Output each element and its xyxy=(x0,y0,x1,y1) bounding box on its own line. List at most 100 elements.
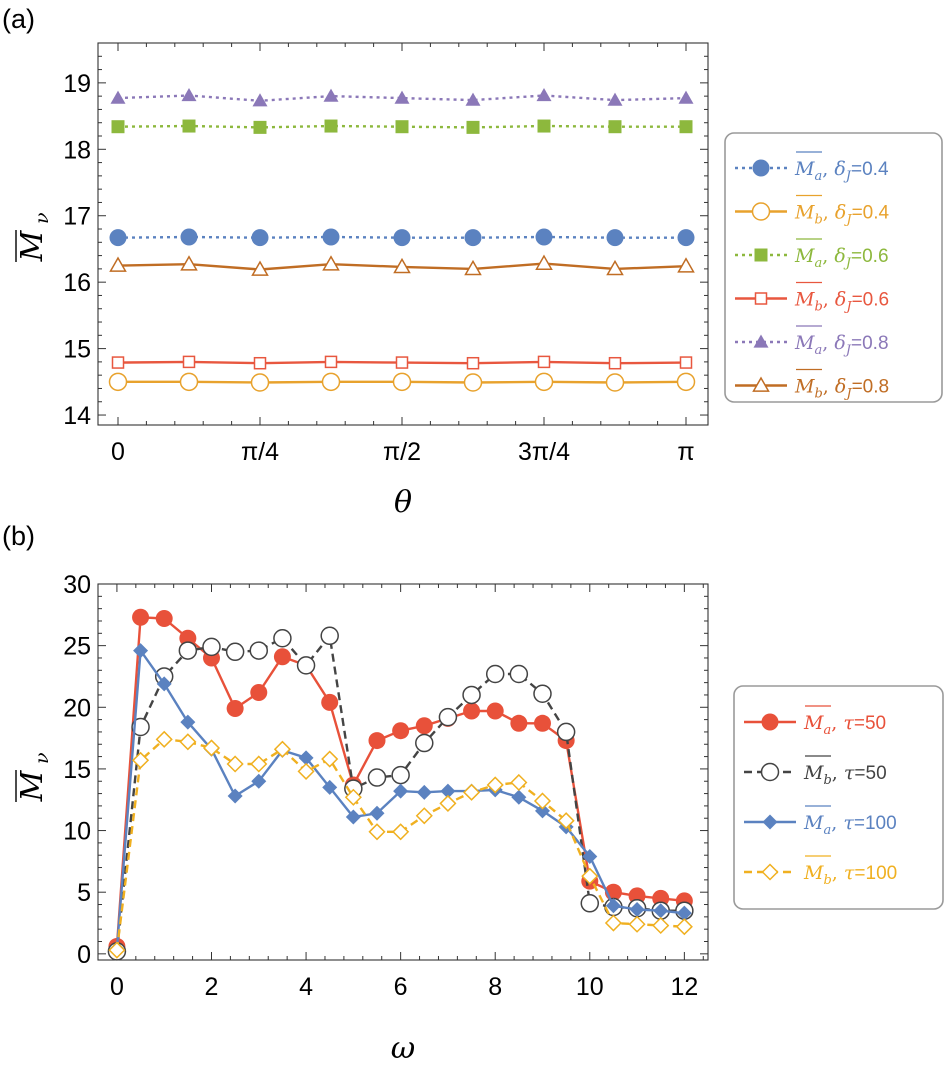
x-tick-label: 10 xyxy=(576,973,604,1001)
data-point xyxy=(510,714,528,732)
panel-label: (a) xyxy=(2,4,35,34)
data-point xyxy=(393,257,411,274)
data-point xyxy=(607,92,623,106)
data-point xyxy=(464,259,482,276)
data-point xyxy=(510,773,528,792)
legend-marker xyxy=(752,159,770,177)
data-point xyxy=(320,626,339,646)
x-tick-label: 4 xyxy=(299,973,313,1001)
data-point xyxy=(252,93,268,107)
data-point xyxy=(251,773,267,789)
legend-label: Ma, δJ=0.6 xyxy=(794,245,889,271)
y-tick-label: 15 xyxy=(63,336,91,364)
legend-symbol: M xyxy=(794,158,815,180)
legend-item: Ma, δJ=0.8 xyxy=(735,325,889,358)
data-point xyxy=(322,228,340,246)
series-2 xyxy=(111,119,693,134)
legend-symbol: M xyxy=(794,202,815,224)
legend-label: Mb, τ=100 xyxy=(803,862,897,888)
y-tick-label: 18 xyxy=(63,136,91,164)
y-tick-label: 25 xyxy=(63,633,91,661)
y-axis-title-symbol: M xyxy=(15,229,50,262)
legend-item: Mb, τ=50 xyxy=(744,755,887,788)
data-point xyxy=(580,894,600,913)
data-point xyxy=(155,730,173,748)
legend-label: Ma, δJ=0.4 xyxy=(794,158,889,184)
legend-label: Mb, δJ=0.6 xyxy=(794,289,889,315)
legend-marker xyxy=(754,248,768,262)
legend-marker xyxy=(761,713,779,731)
data-point xyxy=(182,355,196,369)
data-point xyxy=(111,356,125,369)
data-point xyxy=(653,903,669,919)
y-axis-title-symbol: M xyxy=(15,769,50,802)
data-point xyxy=(108,941,126,959)
legend-symbol: M xyxy=(803,862,824,884)
data-point xyxy=(253,356,267,370)
legend-item: Mb, τ=100 xyxy=(744,855,897,888)
legend-marker xyxy=(752,376,770,392)
x-tick-label: 2 xyxy=(205,973,219,1001)
legend-marker xyxy=(751,202,771,221)
data-point xyxy=(416,784,432,800)
y-tick-label: 20 xyxy=(63,694,91,722)
data-point xyxy=(368,823,386,841)
data-point xyxy=(464,229,482,247)
data-point xyxy=(251,260,269,276)
legend-symbol: M xyxy=(803,812,824,834)
data-point xyxy=(324,355,338,369)
data-point xyxy=(179,733,197,751)
data-point xyxy=(178,641,198,660)
legend-symbol: M xyxy=(794,332,815,354)
data-point xyxy=(297,762,315,780)
data-point xyxy=(322,255,340,271)
series-1 xyxy=(108,372,696,392)
data-point xyxy=(676,905,692,921)
y-tick-label: 30 xyxy=(63,571,91,599)
data-point xyxy=(273,740,291,758)
legend-symbol: M xyxy=(794,289,815,311)
data-point xyxy=(535,254,553,270)
legend-symbol: M xyxy=(794,245,815,267)
y-tick-label: 17 xyxy=(63,203,91,231)
y-axis-title: Mν xyxy=(15,752,53,802)
data-point xyxy=(225,642,245,662)
data-point xyxy=(537,355,551,369)
series-1 xyxy=(107,626,694,961)
legend-symbol: M xyxy=(803,712,824,734)
data-point xyxy=(486,702,504,720)
data-point xyxy=(253,120,267,134)
data-point xyxy=(463,373,483,392)
series-2 xyxy=(109,643,692,957)
data-point xyxy=(324,119,338,133)
legend-label: Ma, τ=100 xyxy=(803,812,897,838)
legend-item: Mb, δJ=0.4 xyxy=(735,194,890,228)
legend-marker xyxy=(754,292,768,305)
data-point xyxy=(131,717,150,737)
legend-marker xyxy=(761,863,779,881)
data-point xyxy=(604,914,622,932)
legend-symbol: M xyxy=(794,376,815,398)
legend-marker xyxy=(762,814,778,830)
data-point xyxy=(393,783,409,799)
data-point xyxy=(369,805,385,821)
data-point xyxy=(249,641,269,660)
data-point xyxy=(132,608,150,626)
legend-label: Ma, δJ=0.8 xyxy=(794,332,889,358)
data-point xyxy=(226,700,244,718)
data-point xyxy=(485,664,505,684)
data-point xyxy=(180,228,198,246)
data-point xyxy=(534,803,550,819)
data-point xyxy=(345,809,361,825)
series-5 xyxy=(109,254,695,276)
x-tick-label: π/4 xyxy=(241,438,279,466)
data-point xyxy=(678,90,694,104)
data-point xyxy=(131,751,150,769)
data-point xyxy=(533,684,552,703)
legend: Ma, δJ=0.4 Mb, δJ=0.4 Ma, δJ=0.6 Mb, δJ=0.6… xyxy=(724,132,943,403)
y-tick-label: 0 xyxy=(77,941,91,969)
plot-frame xyxy=(97,583,709,961)
data-point xyxy=(465,92,481,106)
data-point xyxy=(182,119,196,133)
y-tick-label: 16 xyxy=(63,269,91,297)
